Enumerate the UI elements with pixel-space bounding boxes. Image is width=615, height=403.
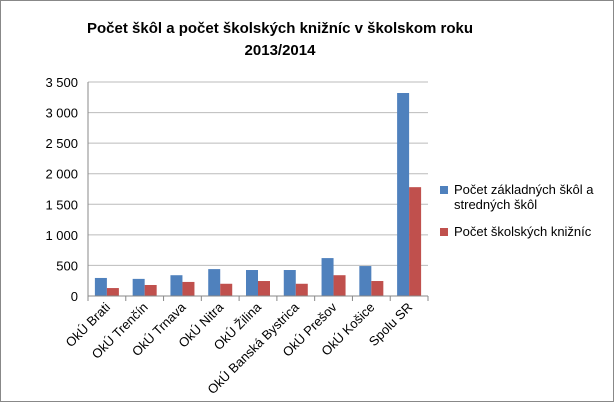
y-tick-label: 1 000 [45,228,78,243]
y-tick-label: 2 500 [45,136,78,151]
bar [132,278,145,296]
bar [409,187,422,296]
legend-swatch [440,228,448,236]
bar [220,283,233,296]
bar [94,277,107,296]
legend-swatch [440,186,448,194]
bar [208,269,221,296]
bar [182,281,195,296]
bar [258,281,270,296]
y-tick-label: 3 500 [45,75,78,90]
bar [321,258,334,296]
bar [170,275,183,296]
bar [283,270,296,296]
legend-label: Počet školských knižníc [454,224,592,239]
y-tick-label: 1 500 [45,197,78,212]
y-tick-label: 3 000 [45,106,78,121]
bar [333,275,346,296]
bar [371,281,384,296]
bar [397,93,410,297]
title-box: Počet škôl a počet školských knižníc v š… [87,20,473,59]
bar [106,288,119,296]
legend: Počet základných škôl a stredných škôl Po… [440,182,612,251]
bar [144,284,157,296]
legend-label: Počet základných škôl a stredných škôl [454,182,594,212]
y-tick-label: 2 000 [45,167,78,182]
bar [359,266,372,296]
y-tick-label: 0 [71,289,78,304]
legend-item: Počet základných škôl a stredných škôl [440,182,612,212]
chart-title: Počet škôl a počet školských knižníc v š… [87,20,473,59]
legend-item: Počet školských knižníc [440,224,612,239]
bar [246,270,258,296]
bar [295,283,308,296]
y-tick-label: 500 [56,258,78,273]
